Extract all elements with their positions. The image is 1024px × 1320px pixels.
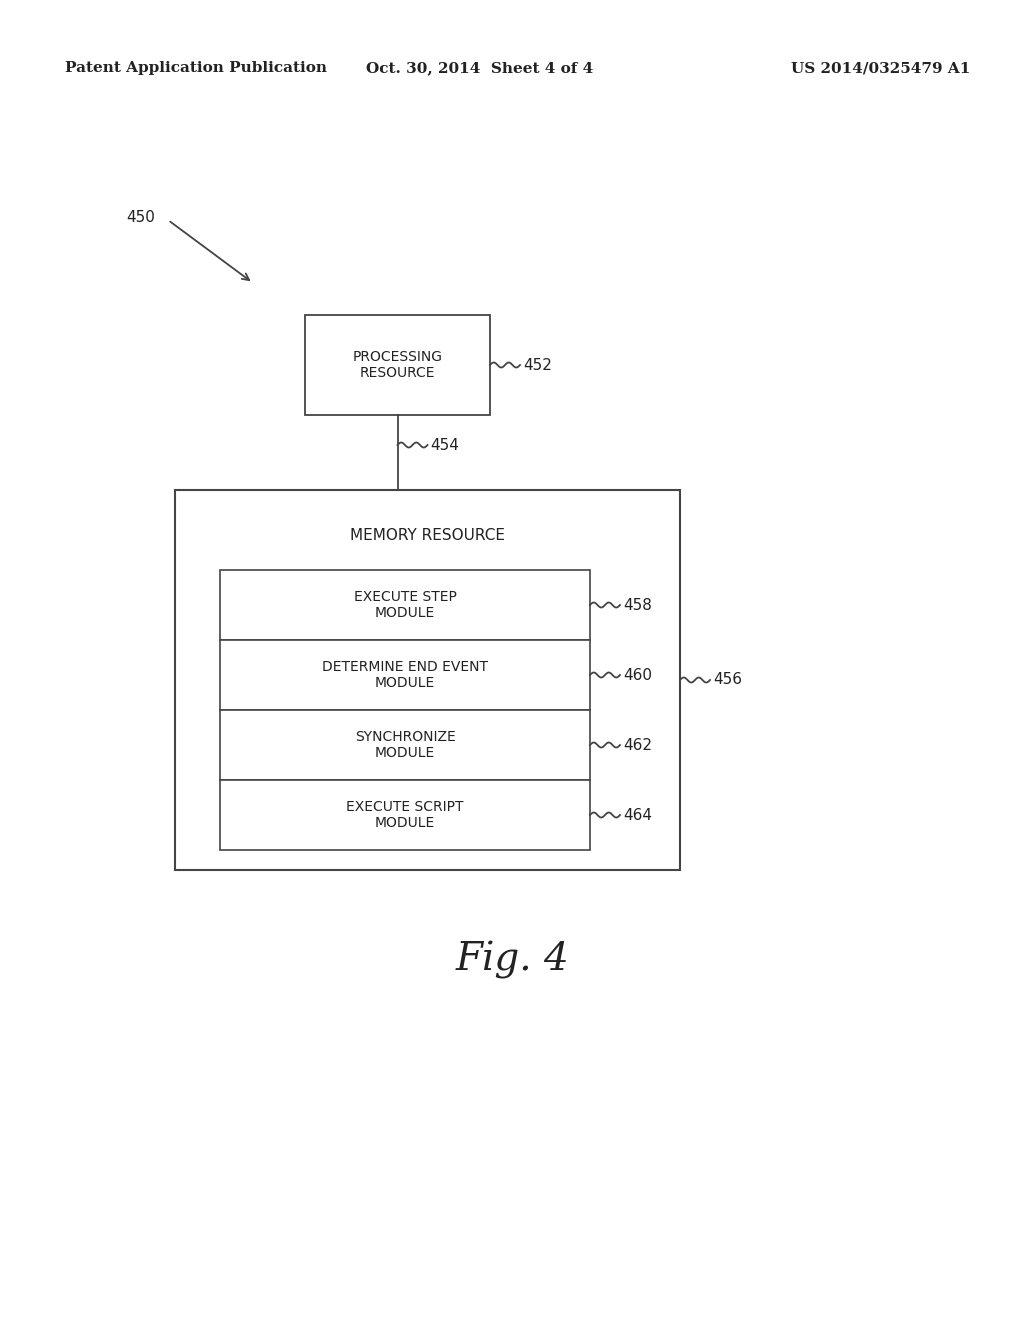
Text: SYNCHRONIZE
MODULE: SYNCHRONIZE MODULE [354,730,456,760]
Bar [220,640,590,710]
Text: 458: 458 [623,598,652,612]
Text: 460: 460 [623,668,652,682]
Text: Oct. 30, 2014  Sheet 4 of 4: Oct. 30, 2014 Sheet 4 of 4 [367,61,594,75]
Text: 452: 452 [523,358,552,372]
Text: 462: 462 [623,738,652,752]
Bar [220,570,590,640]
Text: MEMORY RESOURCE: MEMORY RESOURCE [350,528,505,543]
Text: PROCESSING
RESOURCE: PROCESSING RESOURCE [352,350,442,380]
Text: Patent Application Publication: Patent Application Publication [65,61,327,75]
Bar [220,780,590,850]
Text: 456: 456 [713,672,742,688]
Text: 450: 450 [126,210,155,226]
Bar [305,315,490,414]
Bar [175,490,680,870]
Text: Fig. 4: Fig. 4 [455,941,569,979]
Text: EXECUTE SCRIPT
MODULE: EXECUTE SCRIPT MODULE [346,800,464,830]
Text: US 2014/0325479 A1: US 2014/0325479 A1 [791,61,970,75]
Text: 454: 454 [430,437,460,453]
Text: DETERMINE END EVENT
MODULE: DETERMINE END EVENT MODULE [322,660,488,690]
Text: 464: 464 [623,808,652,822]
Bar [220,710,590,780]
Text: EXECUTE STEP
MODULE: EXECUTE STEP MODULE [353,590,457,620]
